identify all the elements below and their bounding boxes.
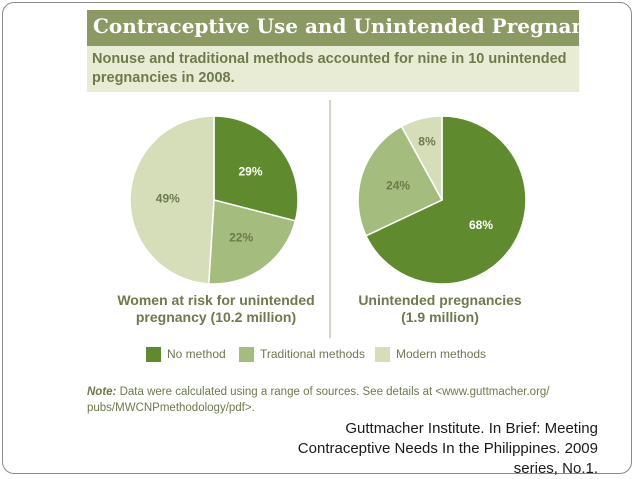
pie-caption-left: Women at risk for unintended pregnancy (… xyxy=(103,292,329,326)
legend-swatch-traditional xyxy=(239,347,254,362)
legend-label-traditional: Traditional methods xyxy=(260,347,365,361)
slide-frame xyxy=(2,2,632,474)
pie-slice-unintended-pregnancies-traditional xyxy=(357,125,444,237)
pie-label-women-at-risk-traditional: 22% xyxy=(229,230,253,244)
pie-label-women-at-risk-modern: 49% xyxy=(156,192,180,206)
pie-label-unintended-pregnancies-no-method: 68% xyxy=(469,218,493,232)
pie-slice-unintended-pregnancies-modern xyxy=(400,115,443,201)
citation-line1: Guttmacher Institute. In Brief: Meeting xyxy=(345,420,598,437)
data-note-text: Data were calculated using a range of so… xyxy=(119,386,550,398)
legend-label-modern: Modern methods xyxy=(396,347,487,361)
pie-caption-left-line2: pregnancy (10.2 million) xyxy=(135,309,297,325)
data-note: Note: Data were calculated using a range… xyxy=(87,384,587,416)
pie-slice-women-at-risk-no-method xyxy=(213,115,299,222)
pie-label-women-at-risk-no-method: 29% xyxy=(238,165,262,179)
citation-line3: series, No.1. xyxy=(513,460,598,477)
pie-slice-unintended-pregnancies-no-method xyxy=(364,115,527,285)
pie-unintended-pregnancies: 68% 24% 8% xyxy=(357,115,527,285)
chart-title: Contraceptive Use and Unintended Pregnan… xyxy=(93,14,610,38)
citation-line2: Contraceptive Needs In the Philippines. … xyxy=(297,440,598,457)
legend-label-no-method: No method xyxy=(167,347,226,361)
legend-swatch-no-method xyxy=(146,347,161,362)
source-citation: Guttmacher Institute. In Brief: Meeting … xyxy=(260,419,598,479)
title-bar: Contraceptive Use and Unintended Pregnan… xyxy=(87,10,610,46)
legend-swatch-modern xyxy=(375,347,390,362)
pie-caption-right-line1: Unintended pregnancies xyxy=(358,292,522,308)
pie-caption-right: Unintended pregnancies (1.9 million) xyxy=(350,292,530,326)
pie-slice-women-at-risk-modern xyxy=(129,115,215,285)
data-note-line2: pubs/MWCNPmethodology/pdf>. xyxy=(87,402,255,414)
pie-label-unintended-pregnancies-traditional: 24% xyxy=(386,179,410,193)
data-note-line1: Note: Data were calculated using a range… xyxy=(87,384,587,400)
pie-slice-women-at-risk-traditional xyxy=(207,199,297,285)
chart-header: Contraceptive Use and Unintended Pregnan… xyxy=(87,10,610,92)
chart-subtitle: Nonuse and traditional methods accounted… xyxy=(92,51,567,86)
pie-caption-right-line2: (1.9 million) xyxy=(401,309,479,325)
pie-caption-left-line1: Women at risk for unintended xyxy=(117,292,315,308)
data-note-label: Note: xyxy=(87,386,117,398)
pie-label-unintended-pregnancies-modern: 8% xyxy=(418,134,436,148)
pie-women-at-risk: 29% 22% 49% xyxy=(129,115,299,285)
